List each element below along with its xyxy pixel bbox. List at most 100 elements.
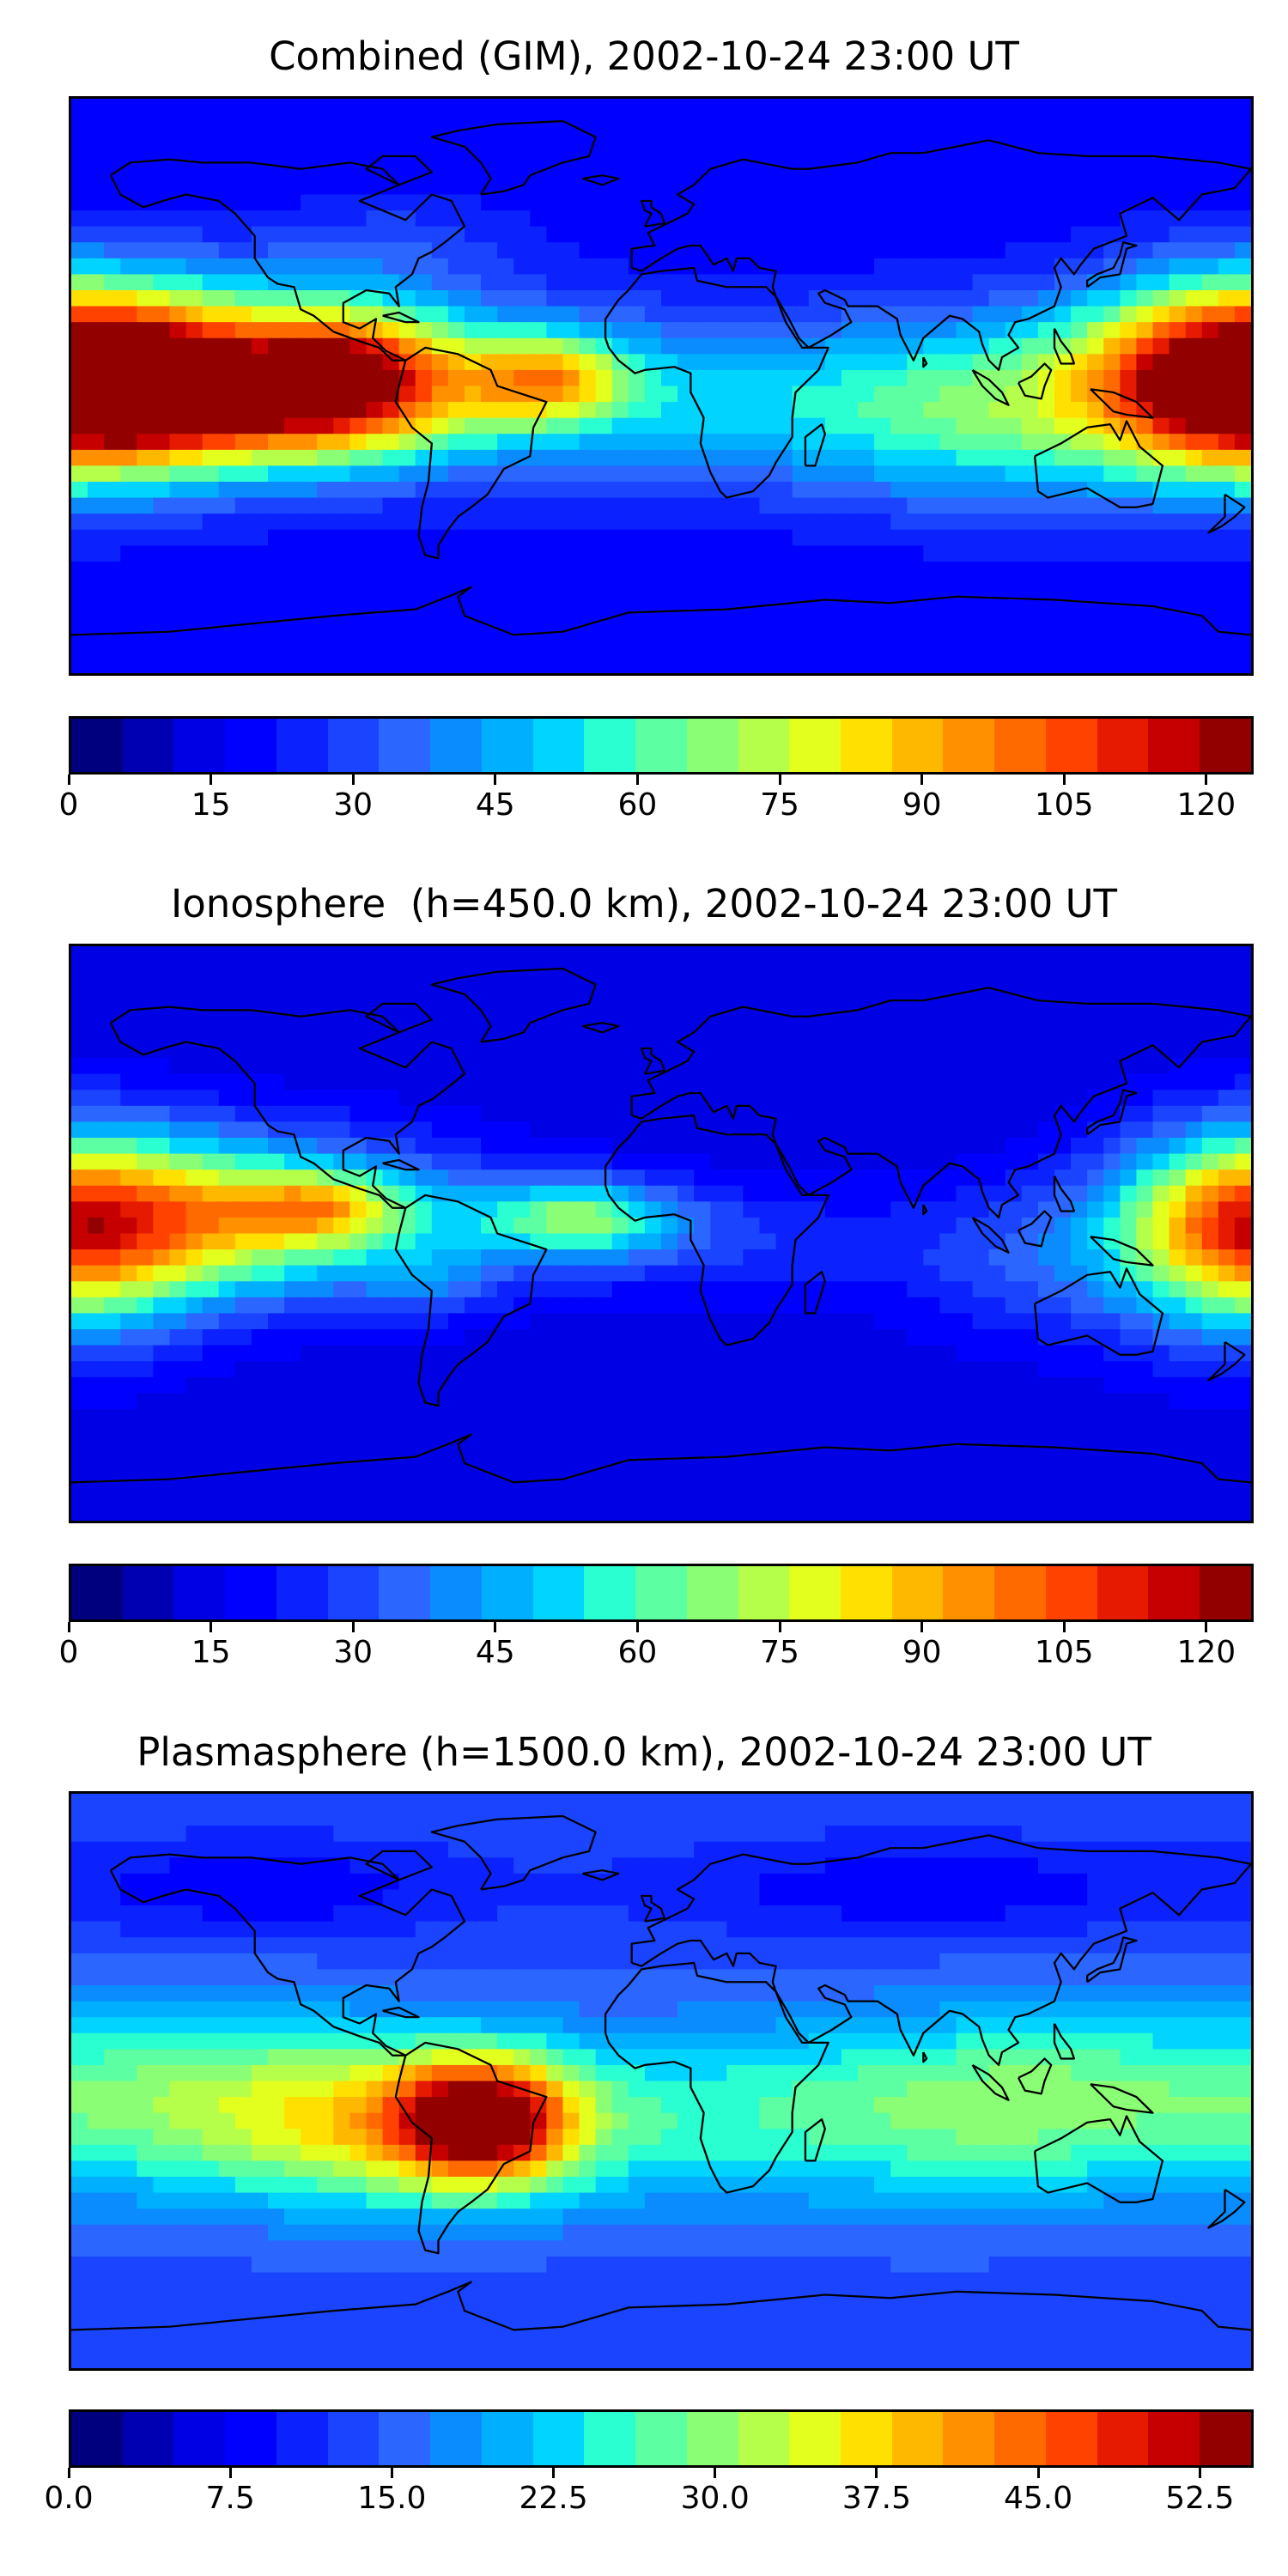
coastline-iceland <box>582 1869 620 1881</box>
colorbar-segment <box>379 2412 431 2465</box>
colorbar-combined <box>69 716 1254 775</box>
colorbar-segment <box>1200 2412 1251 2465</box>
colorbar-segment <box>122 2412 174 2465</box>
coastline-philippines <box>1053 328 1076 365</box>
coastline-philippines <box>1053 2023 1076 2060</box>
colorbar-segment <box>173 719 226 772</box>
coastline-europe-asia <box>630 1834 1251 2067</box>
colorbar-tick-label: 75 <box>760 787 799 823</box>
colorbar-tick-label: 90 <box>902 1635 942 1670</box>
coastline-new-guinea <box>1090 388 1154 419</box>
colorbar-segment <box>1045 719 1097 772</box>
coastline-japan <box>1086 1089 1138 1136</box>
coastline-borneo <box>1017 2057 1053 2095</box>
coastline-borneo <box>1017 362 1053 400</box>
colorbar-tick <box>390 2468 393 2478</box>
colorbar-segment <box>841 1566 892 1619</box>
colorbar-segment <box>584 1566 636 1619</box>
coastline-europe-asia <box>630 987 1251 1219</box>
coastline-sri-lanka <box>922 1204 928 1216</box>
colorbar-segment <box>327 719 380 772</box>
colorbar-segment <box>532 2412 585 2465</box>
coastline-south-america <box>394 2041 548 2255</box>
colorbar-tick-label: 60 <box>617 787 658 823</box>
colorbar-tick-label: 30 <box>333 787 374 823</box>
colorbar-segment <box>327 1566 380 1619</box>
colorbar-tick <box>210 775 213 785</box>
colorbar-segment <box>1200 719 1251 772</box>
colorbar-segment <box>430 1566 482 1619</box>
coastline-uk <box>640 1894 665 1923</box>
colorbar-ionosphere <box>69 1564 1254 1622</box>
colorbar-tick-label: 15 <box>191 1635 231 1670</box>
colorbar-segment <box>1045 2412 1097 2465</box>
colorbar-segment <box>71 2412 123 2465</box>
colorbar-segment <box>584 719 636 772</box>
coastline-australia <box>1033 1267 1164 1356</box>
coastline-new-zealand <box>1207 1340 1246 1382</box>
coastline-sri-lanka <box>922 2051 928 2063</box>
colorbar-tick <box>778 775 781 785</box>
map-plasmasphere <box>69 1791 1254 2371</box>
colorbar-tick <box>494 1622 497 1632</box>
colorbar-tick-label: 22.5 <box>519 2481 588 2516</box>
colorbar-tick-label: 120 <box>1176 1635 1236 1670</box>
colorbar-segment <box>379 719 431 772</box>
coastlines <box>71 119 1251 636</box>
coastline-africa <box>604 1961 829 2194</box>
colorbar-segment <box>122 719 174 772</box>
coastline-north-america <box>109 1853 466 2057</box>
coastline-madagascar <box>804 1270 826 1315</box>
coastline-south-america <box>394 346 548 560</box>
colorbar-segment <box>532 719 585 772</box>
colorbar-tick-label: 0 <box>58 787 79 823</box>
coastline-cuba <box>382 2006 420 2019</box>
colorbar-tick-label: 7.5 <box>205 2481 255 2516</box>
colorbar-segment <box>276 1566 328 1619</box>
colorbar-segment <box>225 2412 276 2465</box>
colorbar-tick-label: 90 <box>902 787 942 823</box>
colorbar-segment <box>276 719 328 772</box>
colorbar-tick <box>351 775 355 785</box>
colorbar-segment <box>173 1566 226 1619</box>
colorbar-segment <box>686 719 738 772</box>
colorbar-segment <box>891 2412 944 2465</box>
map-combined <box>69 96 1254 676</box>
colorbar-tick-label: 30 <box>333 1635 374 1670</box>
map-ionosphere <box>69 944 1254 1523</box>
coastline-cuba <box>382 1158 420 1171</box>
colorbar-tick <box>552 2468 556 2478</box>
colorbar-tick-label: 120 <box>1176 787 1236 823</box>
coastline-antarctica <box>71 586 1251 636</box>
coastline-south-america <box>394 1194 548 1407</box>
colorbar-segment <box>891 719 944 772</box>
field-cells <box>71 99 1251 673</box>
colorbar-segment <box>1200 1566 1251 1619</box>
coastline-philippines <box>1053 1176 1076 1212</box>
colorbar-tick <box>494 775 497 785</box>
coastline-new-zealand <box>1207 493 1246 534</box>
colorbar-segment <box>481 719 533 772</box>
coastline-japan <box>1086 241 1138 289</box>
colorbar-segment <box>635 719 687 772</box>
colorbar-segment <box>379 1566 431 1619</box>
colorbar-segment <box>71 719 123 772</box>
coastline-baffin <box>365 1850 433 1881</box>
colorbar-tick <box>228 2468 232 2478</box>
coastline-iceland <box>582 174 620 186</box>
coastline-new-guinea <box>1090 1236 1154 1267</box>
coastline-greenland <box>430 1814 597 1891</box>
colorbar-tick <box>920 775 924 785</box>
colorbar-tick <box>714 2468 717 2478</box>
colorbar-segment <box>173 2412 226 2465</box>
coastline-cuba <box>382 311 420 324</box>
colorbar-tick <box>1205 1622 1208 1632</box>
colorbar-segment <box>686 2412 738 2465</box>
coastlines <box>71 1814 1251 2331</box>
coastline-antarctica <box>71 1433 1251 1484</box>
colorbar-tick <box>351 1622 355 1632</box>
colorbar-segment <box>1045 1566 1097 1619</box>
coastline-sumatra <box>971 1216 1010 1254</box>
coastline-japan <box>1086 1936 1138 1984</box>
colorbar-segment <box>789 2412 841 2465</box>
